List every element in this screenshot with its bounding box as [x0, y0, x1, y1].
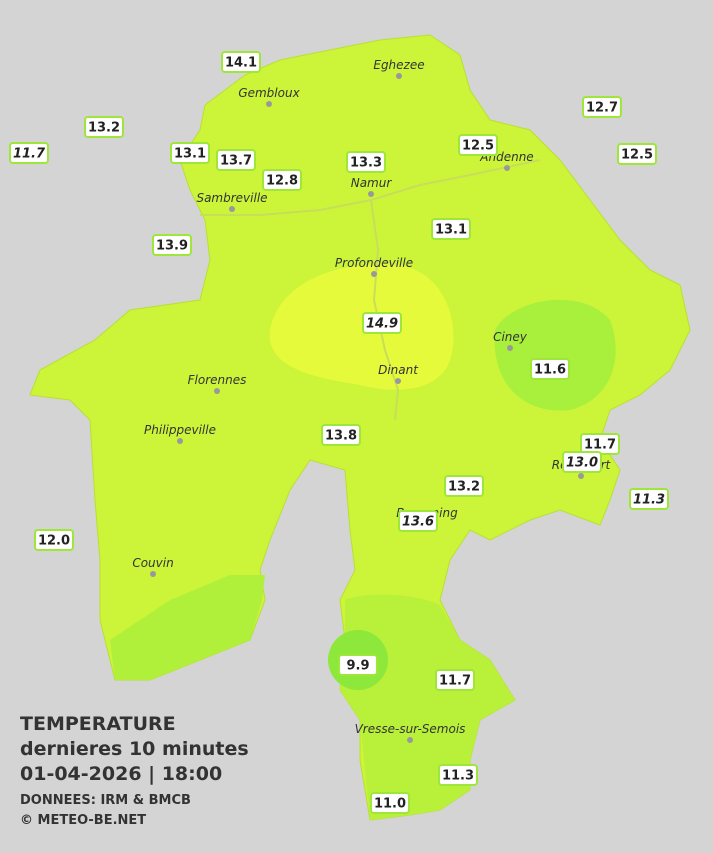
station-box	[530, 358, 570, 380]
station-box	[438, 764, 478, 786]
station-value: 12.8	[266, 174, 298, 189]
station-value: 11.7	[439, 674, 471, 689]
station-box	[582, 96, 622, 118]
station-value: 13.9	[156, 239, 188, 254]
city-dot	[266, 101, 272, 107]
station-box	[617, 143, 657, 165]
station-box	[321, 424, 361, 446]
station-value: 11.7	[13, 147, 46, 162]
station-value: 14.1	[225, 56, 257, 71]
city-label: Dinant	[378, 363, 419, 377]
station-box	[84, 116, 124, 138]
station-box	[629, 488, 669, 510]
station-box	[562, 451, 602, 473]
station-value: 13.1	[435, 223, 467, 238]
station-box	[362, 312, 402, 334]
station-value: 13.2	[448, 480, 480, 495]
station-box	[170, 142, 210, 164]
city-label: Gembloux	[238, 86, 300, 100]
legend-source: DONNEES: IRM & BMCB	[20, 793, 191, 808]
legend-datetime: 01-04-2026 | 18:00	[20, 763, 222, 785]
city-dot	[504, 165, 510, 171]
warm-zone	[269, 264, 454, 390]
station-value: 14.9	[366, 317, 398, 332]
station-box	[9, 142, 49, 164]
station-box	[458, 134, 498, 156]
station-box	[221, 51, 261, 73]
city-dot	[150, 571, 156, 577]
city-label: Ciney	[493, 330, 528, 344]
city-dot	[395, 378, 401, 384]
station-value: 13.3	[350, 156, 382, 171]
station-value: 13.7	[220, 154, 252, 169]
cool-zone	[494, 299, 616, 411]
station-value: 12.5	[621, 148, 653, 163]
city-label: Florennes	[188, 373, 247, 387]
station-value: 13.6	[402, 515, 434, 530]
station-value: 12.5	[462, 139, 494, 154]
station-value: 13.2	[88, 121, 120, 136]
station-value: 12.0	[38, 534, 70, 549]
station-box	[262, 169, 302, 191]
city-dot	[177, 438, 183, 444]
station-box	[216, 149, 256, 171]
station-box	[34, 529, 74, 551]
city-label: Sambreville	[196, 191, 267, 205]
station-box	[444, 475, 484, 497]
station-value: 11.3	[633, 493, 665, 508]
city-dot	[507, 345, 513, 351]
city-label: Philippeville	[144, 423, 216, 437]
station-value: 13.8	[325, 429, 357, 444]
city-label: Couvin	[132, 556, 173, 570]
legend-credit: © METEO-BE.NET	[20, 813, 146, 828]
legend-subtitle: dernieres 10 minutes	[20, 738, 249, 760]
station-box	[152, 234, 192, 256]
station-value: 9.9	[346, 659, 369, 674]
station-box	[398, 510, 438, 532]
city-dot	[371, 271, 377, 277]
city-label: Namur	[351, 176, 393, 190]
station-box	[431, 218, 471, 240]
city-dot	[396, 73, 402, 79]
station-value: 13.1	[174, 147, 206, 162]
city-dot	[368, 191, 374, 197]
city-dot	[407, 737, 413, 743]
city-dot	[214, 388, 220, 394]
legend-title: TEMPERATURE	[20, 713, 176, 735]
station-value: 13.0	[566, 456, 598, 471]
station-box	[435, 669, 475, 691]
station-box	[370, 792, 410, 814]
city-dot	[578, 473, 584, 479]
cool-zone	[110, 575, 265, 680]
city-label: Eghezee	[373, 58, 424, 72]
station-value: 11.7	[584, 438, 616, 453]
station-value: 11.6	[534, 363, 566, 378]
station-value: 12.7	[586, 101, 618, 116]
station-value: 11.3	[442, 769, 474, 784]
station-box	[346, 151, 386, 173]
station-box	[338, 654, 378, 676]
city-label: Vresse-sur-Semois	[355, 722, 466, 736]
station-value: 11.0	[374, 797, 406, 812]
city-dot	[229, 206, 235, 212]
city-label: Profondeville	[335, 256, 413, 270]
